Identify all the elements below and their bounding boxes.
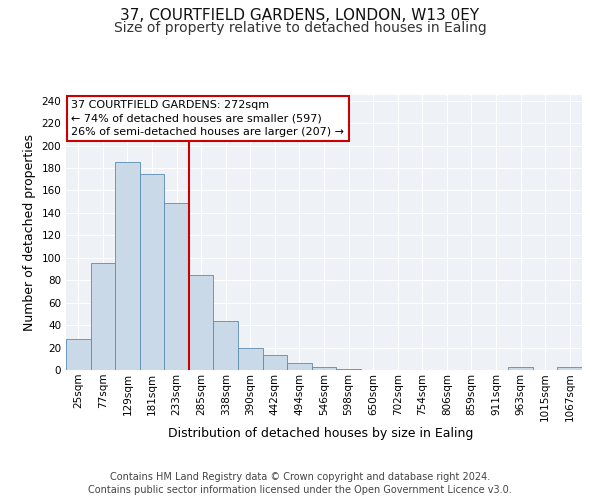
Bar	[336, 369, 361, 370]
Bar	[238, 348, 263, 370]
Bar	[557, 366, 582, 370]
Text: Contains public sector information licensed under the Open Government Licence v3: Contains public sector information licen…	[88, 485, 512, 495]
Text: 37, COURTFIELD GARDENS, LONDON, W13 0EY: 37, COURTFIELD GARDENS, LONDON, W13 0EY	[121, 8, 479, 22]
Text: Size of property relative to detached houses in Ealing: Size of property relative to detached ho…	[113, 21, 487, 35]
Bar	[312, 366, 336, 370]
Text: Distribution of detached houses by size in Ealing: Distribution of detached houses by size …	[169, 428, 473, 440]
Bar	[66, 338, 91, 370]
Text: Contains HM Land Registry data © Crown copyright and database right 2024.: Contains HM Land Registry data © Crown c…	[110, 472, 490, 482]
Bar	[287, 364, 312, 370]
Bar	[214, 320, 238, 370]
Bar	[508, 366, 533, 370]
Text: 37 COURTFIELD GARDENS: 272sqm
← 74% of detached houses are smaller (597)
26% of : 37 COURTFIELD GARDENS: 272sqm ← 74% of d…	[71, 100, 344, 137]
Bar	[115, 162, 140, 370]
Y-axis label: Number of detached properties: Number of detached properties	[23, 134, 36, 331]
Bar	[189, 274, 214, 370]
Bar	[140, 174, 164, 370]
Bar	[164, 203, 189, 370]
Bar	[263, 356, 287, 370]
Bar	[91, 264, 115, 370]
